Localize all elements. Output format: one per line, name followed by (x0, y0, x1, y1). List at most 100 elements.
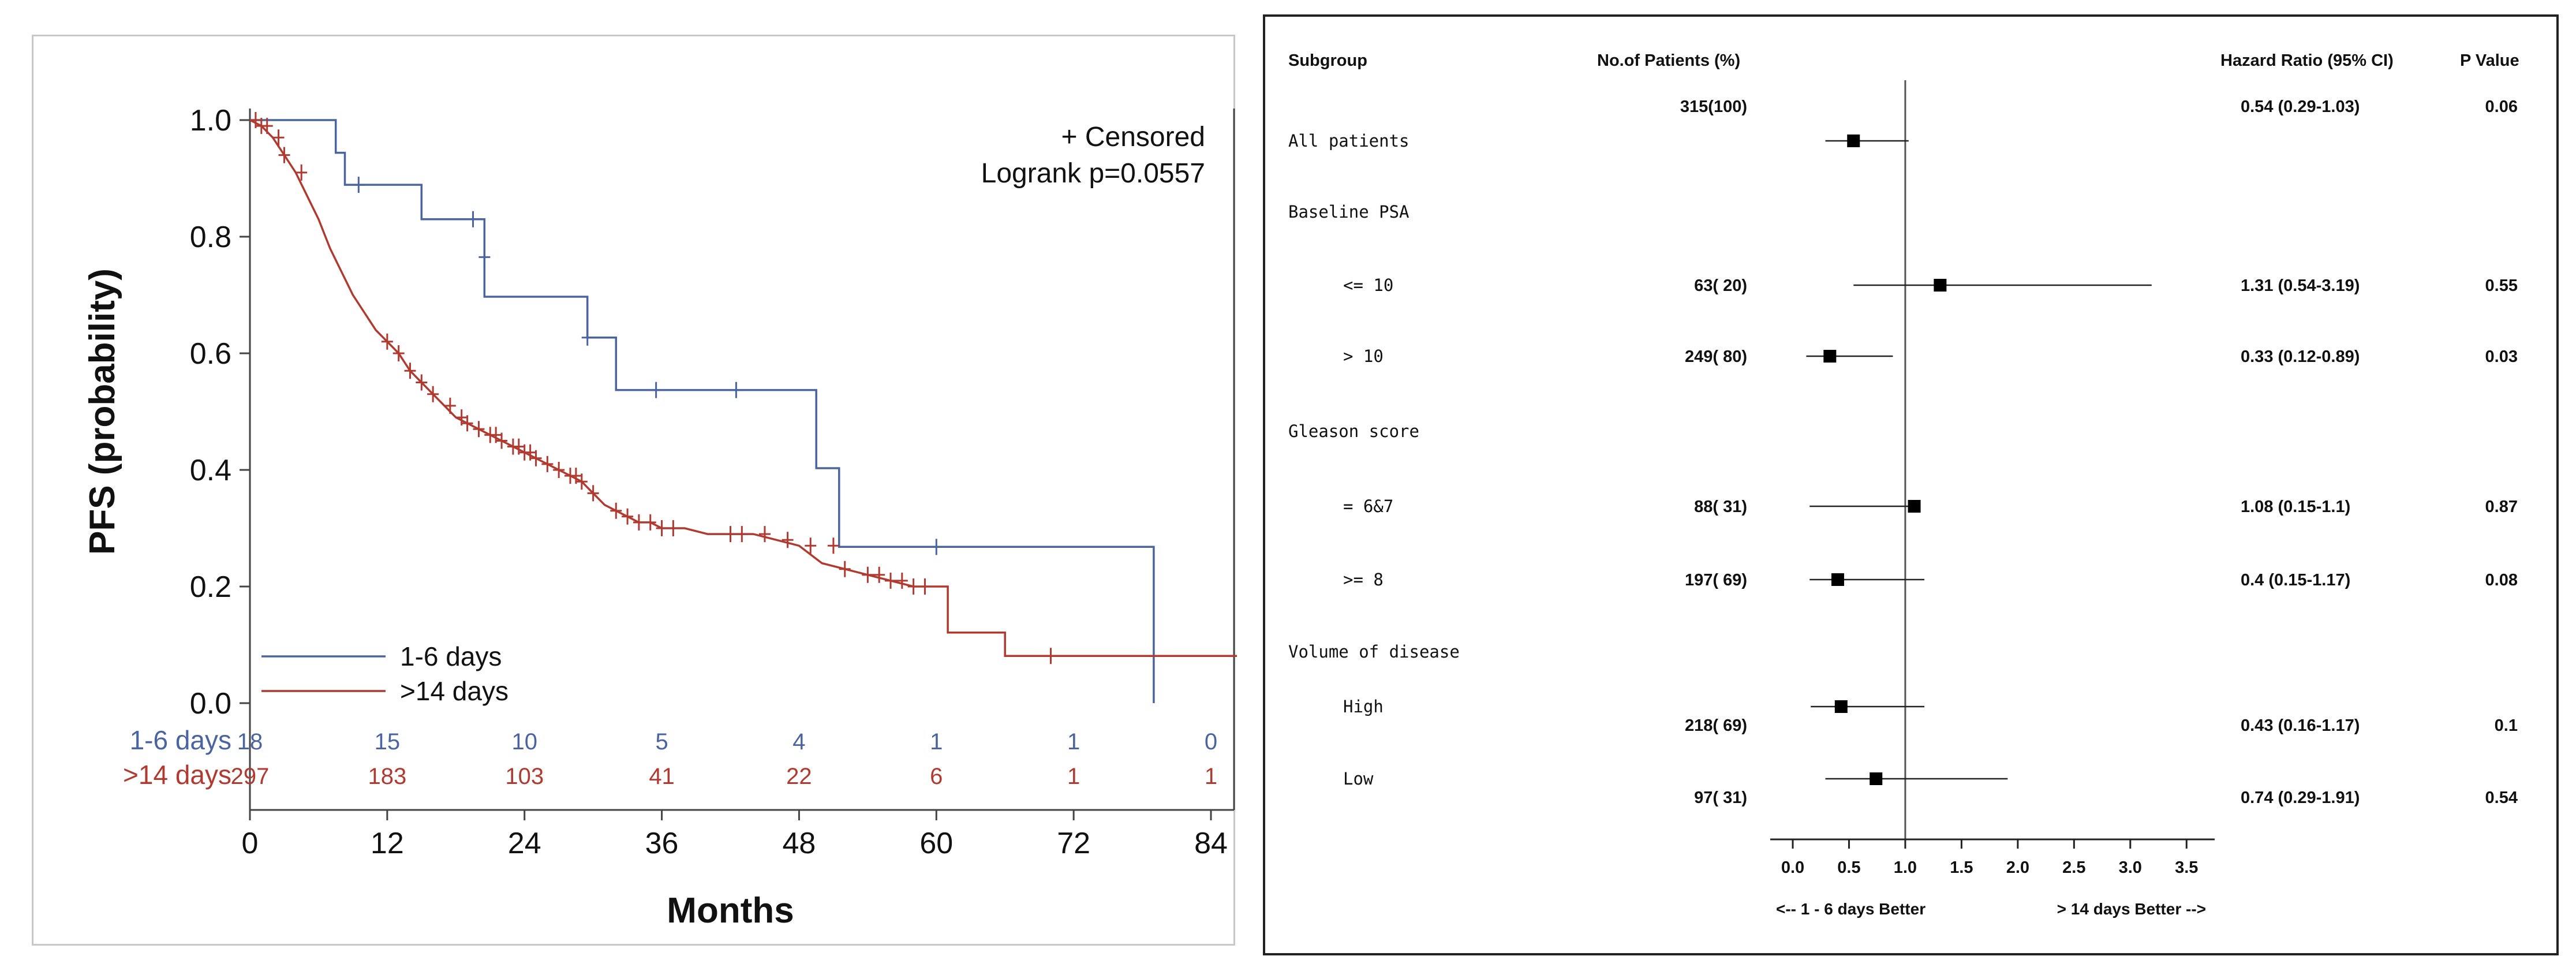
series-line-1 (249, 119, 1237, 657)
x-tick-label: 12 (371, 827, 404, 860)
censor-mark (885, 572, 896, 589)
p-value: 0.87 (2485, 498, 2518, 516)
hr-marker (1834, 700, 1848, 713)
p-value: 0.55 (2485, 277, 2518, 295)
censor-mark (473, 421, 485, 438)
risk-table-value: 15 (375, 729, 401, 755)
y-tick-label: 0.4 (190, 454, 231, 487)
risk-table-value: 18 (237, 729, 263, 755)
censor-mark (919, 578, 931, 595)
censor-mark (478, 249, 491, 266)
header-p-value: P Value (2460, 51, 2519, 70)
censor-mark (758, 526, 771, 543)
forest-panel: Subgroup No.of Patients (%) Hazard Ratio (… (1263, 14, 2559, 955)
hr-marker (1831, 573, 1844, 586)
p-value: 0.06 (2485, 98, 2518, 116)
p-value: 0.1 (2495, 716, 2518, 735)
censor-mark (392, 345, 405, 361)
censor-mark (353, 177, 365, 193)
censor-mark (404, 363, 416, 379)
legend-label: >14 days (400, 676, 509, 706)
censor-mark (581, 329, 593, 346)
censor-mark (461, 415, 473, 432)
series-line-0 (250, 119, 1155, 703)
censor-mark (644, 514, 656, 531)
risk-table-value: 22 (786, 764, 812, 789)
risk-table-value: 6 (930, 764, 943, 789)
patients-value: 97( 31) (1694, 789, 1747, 807)
hazard-ratio-value: 0.43 (0.16-1.17) (2241, 716, 2360, 735)
censor-mark (724, 526, 736, 543)
risk-table-value: 0 (1205, 729, 1217, 755)
subgroup-label: High (1343, 697, 1384, 716)
censor-mark (650, 382, 662, 398)
x-tick-label: 36 (645, 827, 679, 860)
censor-mark (496, 432, 508, 449)
censor-mark (427, 386, 439, 402)
subgroup-label: Low (1343, 769, 1374, 789)
patients-value: 315(100) (1680, 98, 1747, 116)
km-chart: 0.00.20.40.60.81.00 12 24 36 48 60 72 84MonthsP… (83, 104, 1237, 931)
subgroup-label: = 6&7 (1343, 496, 1393, 516)
risk-table-value: 1 (930, 729, 943, 755)
censor-mark (1045, 648, 1057, 664)
km-panel: 0.0 0.2 0.4 0.6 0.8 1.0 0 12 24 36 48 60 72 84 Months P… (32, 35, 1237, 946)
forest-x-tick-label: 0.5 (1837, 858, 1860, 877)
censor-mark (656, 520, 668, 536)
censor-mark (896, 572, 908, 589)
subgroup-label: Baseline PSA (1288, 202, 1409, 222)
subgroup-label: All patients (1288, 131, 1409, 151)
x-tick-label: 0 (242, 827, 259, 860)
y-axis-label: PFS (probability) (83, 268, 122, 555)
censor-mark (278, 147, 290, 163)
annotation-logrank: Logrank p=0.0557 (981, 158, 1205, 189)
p-value: 0.08 (2485, 571, 2518, 589)
censor-mark (736, 526, 748, 543)
censor-mark (839, 561, 851, 577)
hr-marker (1870, 772, 1883, 785)
hazard-ratio-value: 0.33 (0.12-0.89) (2241, 348, 2360, 366)
x-tick-label: 24 (508, 827, 541, 860)
censor-mark (296, 164, 308, 181)
risk-table-value: 183 (368, 764, 406, 789)
hazard-ratio-value: 1.31 (0.54-3.19) (2241, 277, 2360, 295)
forest-x-tick-label: 3.5 (2175, 858, 2198, 877)
censor-mark (633, 514, 645, 531)
censor-mark (261, 118, 273, 135)
hr-marker (1823, 350, 1837, 363)
legend-label: 1-6 days (400, 641, 502, 671)
risk-table-label: >14 days (123, 760, 231, 790)
censor-mark (444, 397, 456, 414)
risk-table-value: 41 (649, 764, 675, 789)
hazard-ratio-value: 1.08 (0.15-1.1) (2241, 498, 2350, 516)
hr-marker (1908, 500, 1921, 513)
risk-table-value: 10 (511, 729, 537, 755)
forest-x-tick-label: 1.0 (1894, 858, 1917, 877)
subgroup-label: <= 10 (1343, 275, 1393, 295)
y-tick-label: 0.0 (190, 687, 231, 720)
censor-mark (416, 374, 428, 391)
censor-mark (575, 473, 588, 490)
risk-table-value: 297 (231, 764, 270, 789)
patients-value: 63( 20) (1694, 277, 1747, 295)
censor-mark (553, 462, 565, 478)
censor-mark (730, 382, 742, 398)
censor-mark (827, 537, 839, 554)
risk-table-value: 4 (792, 729, 805, 755)
censor-mark (381, 333, 393, 350)
censor-mark (782, 532, 794, 548)
censor-mark (272, 129, 285, 146)
subgroup-label: Volume of disease (1288, 642, 1460, 662)
forest-x-tick-label: 2.5 (2062, 858, 2085, 877)
hr-marker (1847, 135, 1860, 147)
forest-x-tick-label: 1.5 (1950, 858, 1973, 877)
censor-mark (907, 578, 919, 595)
y-tick-label: 1.0 (190, 104, 231, 137)
censor-mark (541, 455, 554, 472)
risk-table-value: 5 (655, 729, 668, 755)
forest-x-tick-label: 2.0 (2006, 858, 2029, 877)
annotation-censored: + Censored (1061, 122, 1206, 152)
risk-table-value: 1 (1067, 764, 1080, 789)
censor-mark (805, 537, 817, 554)
censor-mark (610, 502, 622, 519)
